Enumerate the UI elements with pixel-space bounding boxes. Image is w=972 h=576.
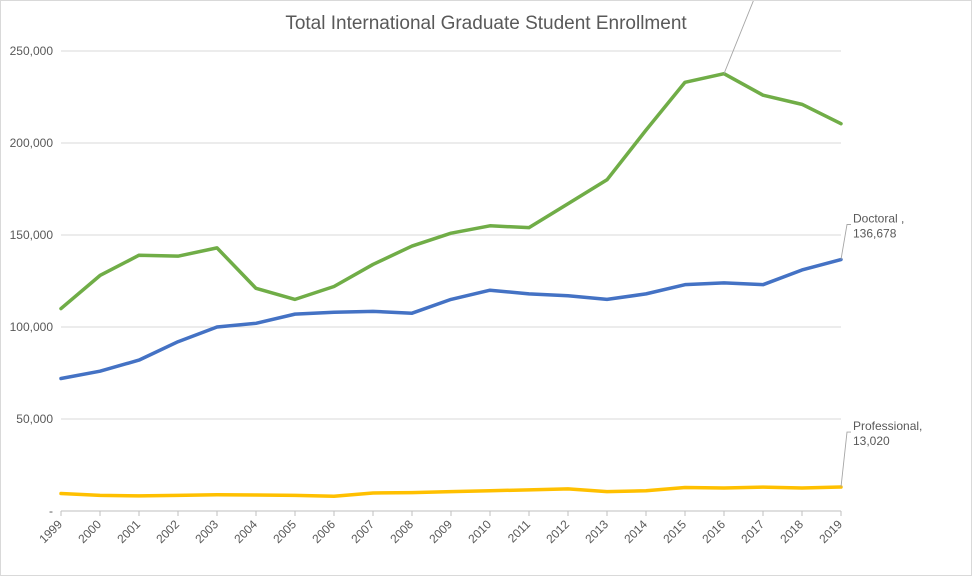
svg-text:2005: 2005 [270, 517, 299, 546]
svg-text:2009: 2009 [426, 517, 455, 546]
svg-text:2016: 2016 [699, 517, 728, 546]
svg-text:2012: 2012 [543, 517, 572, 546]
svg-text:2018: 2018 [777, 517, 806, 546]
svg-text:200,000: 200,000 [10, 136, 54, 150]
svg-text:2015: 2015 [660, 517, 689, 546]
svg-text:2011: 2011 [505, 517, 533, 545]
svg-text:150,000: 150,000 [10, 228, 54, 242]
svg-text:2007: 2007 [348, 517, 377, 546]
svg-text:Professional,: Professional, [853, 419, 922, 433]
svg-text:-: - [49, 504, 53, 518]
svg-text:2013: 2013 [582, 517, 611, 546]
svg-text:Doctoral ,: Doctoral , [853, 212, 904, 226]
svg-text:2017: 2017 [738, 517, 767, 546]
svg-text:2008: 2008 [387, 517, 416, 546]
svg-text:1999: 1999 [36, 517, 65, 546]
svg-text:250,000: 250,000 [10, 44, 54, 58]
svg-text:50,000: 50,000 [16, 412, 53, 426]
svg-text:100,000: 100,000 [10, 320, 54, 334]
line-chart: - 50,000 100,000 150,000 200,000 250,000 1999 2… [1, 1, 971, 575]
chart-container: Total International Graduate Student Enr… [0, 0, 972, 576]
svg-text:2004: 2004 [231, 517, 260, 546]
svg-text:2002: 2002 [153, 517, 182, 546]
svg-text:2006: 2006 [309, 517, 338, 546]
svg-text:2001: 2001 [114, 517, 143, 546]
svg-text:2014: 2014 [621, 517, 650, 546]
svg-text:2010: 2010 [465, 517, 494, 546]
svg-text:2019: 2019 [816, 517, 845, 546]
svg-text:2003: 2003 [192, 517, 221, 546]
svg-text:136,678: 136,678 [853, 227, 897, 241]
svg-text:13,020: 13,020 [853, 434, 890, 448]
svg-text:2000: 2000 [75, 517, 104, 546]
